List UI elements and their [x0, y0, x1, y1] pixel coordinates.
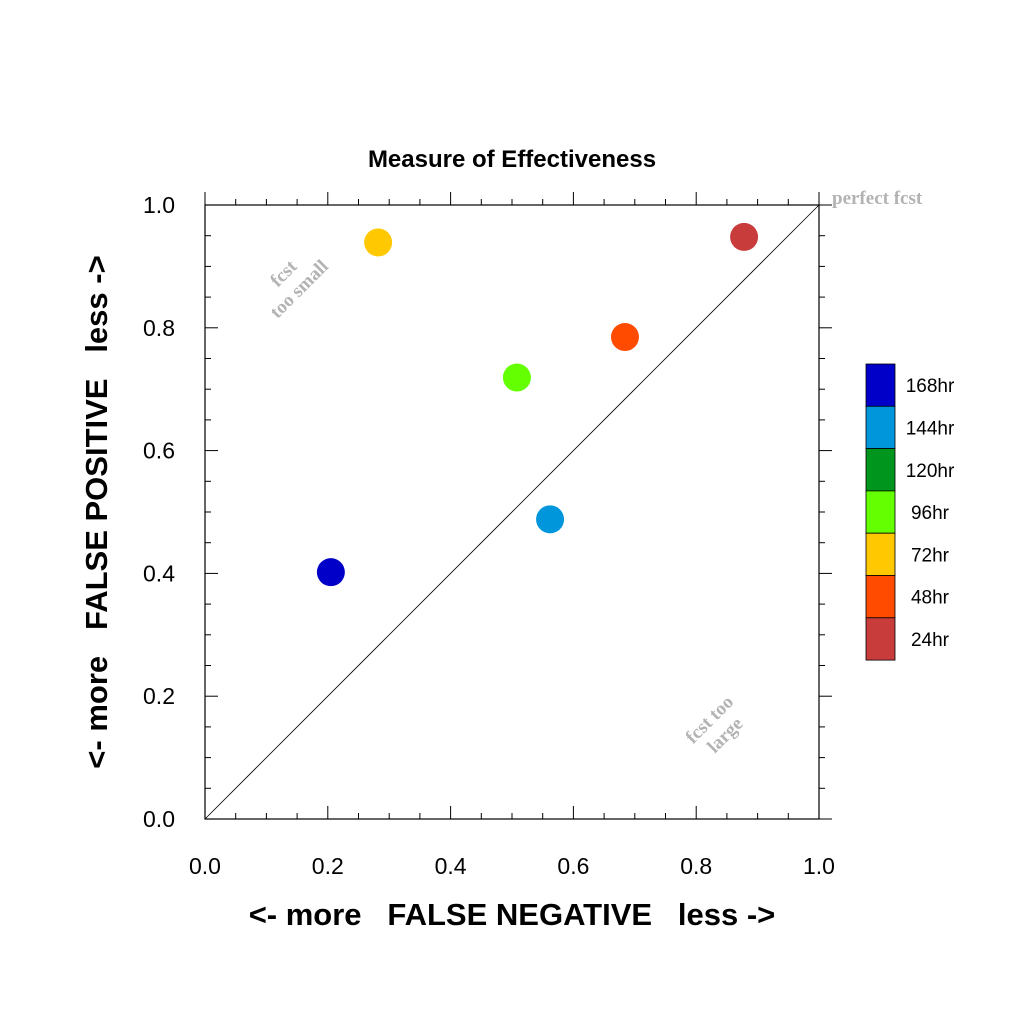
too-small-annotation: fcst too small — [266, 256, 333, 323]
legend-swatch-48hr — [865, 575, 896, 619]
chart-title: Measure of Effectiveness — [368, 146, 656, 173]
too-large-annotation: fcst too large — [682, 692, 748, 758]
x-tick-label: 0.6 — [557, 853, 589, 879]
legend-swatch-120hr — [865, 448, 896, 492]
legend-label: 48hr — [911, 588, 950, 609]
point-72hr — [364, 228, 393, 257]
y-axis-label: <- more FALSE POSITIVE less -> — [79, 255, 114, 768]
x-tick-label: 1.0 — [803, 853, 835, 879]
x-tick-label: 0.0 — [189, 853, 221, 879]
point-96hr — [502, 363, 531, 392]
perfect-fcst-annotation: perfect fcst — [832, 188, 923, 209]
legend-swatch-72hr — [865, 532, 896, 576]
legend-label: 120hr — [906, 461, 955, 482]
y-tick-label: 1.0 — [143, 192, 175, 218]
legend-swatch-144hr — [865, 405, 896, 449]
y-tick-label: 0.2 — [143, 683, 175, 709]
legend-swatch-168hr — [865, 363, 896, 407]
y-tick-label: 0.4 — [143, 560, 175, 586]
x-tick-label: 0.2 — [312, 853, 344, 879]
y-tick-label: 0.6 — [143, 438, 175, 464]
point-168hr — [316, 558, 345, 587]
legend: 168hr 144hr 120hr 96hr 72hr 48hr 24hr — [865, 363, 955, 661]
x-axis-label: <- more FALSE NEGATIVE less -> — [249, 897, 776, 932]
y-tick-label: 0.8 — [143, 315, 175, 341]
x-tick-label: 0.8 — [680, 853, 712, 879]
point-24hr — [730, 222, 759, 251]
ticks-layer — [204, 192, 832, 820]
legend-label: 24hr — [911, 630, 950, 651]
x-tick-label: 0.4 — [435, 853, 467, 879]
legend-swatch-96hr — [865, 490, 896, 534]
legend-label: 72hr — [911, 545, 950, 566]
point-48hr — [610, 323, 639, 352]
legend-swatch-24hr — [865, 617, 896, 661]
point-144hr — [536, 505, 565, 534]
legend-label: 144hr — [906, 418, 955, 439]
plot-frame — [204, 204, 820, 820]
data-points — [316, 222, 759, 587]
y-tick-label: 0.0 — [143, 806, 175, 832]
tick-labels: 0.0 0.2 0.4 0.6 0.8 1.0 0.0 0.2 0.4 0.6 0.8 1.0 — [143, 192, 835, 879]
legend-label: 96hr — [911, 503, 950, 524]
perfect-forecast-diagonal — [204, 204, 820, 820]
legend-label: 168hr — [906, 376, 955, 397]
